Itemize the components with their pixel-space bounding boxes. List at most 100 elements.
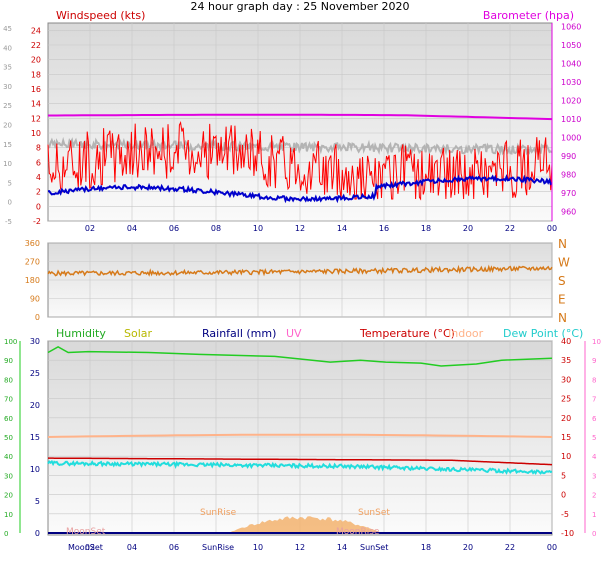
windspeed-alt-tick: 5 <box>8 179 12 187</box>
humidity-tick: 100 <box>4 338 17 346</box>
windspeed-tick: 8 <box>36 144 41 153</box>
windspeed-alt-tick: -5 <box>5 218 12 226</box>
windspeed-label: Windspeed (kts) <box>56 9 145 22</box>
barometer-tick: 1040 <box>561 60 581 69</box>
time-tick: 02 <box>85 224 95 233</box>
temperature-tick: 30 <box>561 375 571 384</box>
humidity-tick: 10 <box>4 511 13 519</box>
uv-tick: 6 <box>592 415 597 423</box>
windspeed-tick: 16 <box>31 85 41 94</box>
time-tick-bottom: 10 <box>253 543 263 552</box>
time-tick: 08 <box>211 224 221 233</box>
windspeed-tick: 10 <box>31 129 41 138</box>
rainfall-tick: 5 <box>35 497 40 506</box>
temperature-tick: 40 <box>561 337 571 346</box>
sunset-label: SunSet <box>358 508 390 518</box>
dewpoint-series <box>47 459 553 475</box>
temperature-tick: 15 <box>561 433 571 442</box>
time-tick-bottom: 20 <box>463 543 473 552</box>
compass-letter: N <box>558 311 567 325</box>
temperature-axis: -10 -5 0 5 10 15 20 25 30 35 40 <box>561 337 574 538</box>
windspeed-tick: 4 <box>36 173 41 182</box>
windspeed-tick: 14 <box>31 100 41 109</box>
time-axis-bottom: 02 04 06 10 12 14 18 20 22 00 <box>85 543 557 552</box>
temp-humidity-panel: Humidity Solar Rainfall (mm) UV Temperat… <box>4 327 601 552</box>
legend-solar: Solar <box>124 327 153 340</box>
compass-letter: E <box>558 293 566 307</box>
time-tick: 00 <box>547 224 557 233</box>
sunrise-label: SunRise <box>200 508 237 518</box>
barometer-tick: 960 <box>561 208 576 217</box>
average-wind-series <box>47 174 553 204</box>
windspeed-alt-tick: 20 <box>3 122 12 130</box>
barometer-tick: 970 <box>561 189 576 198</box>
rainfall-tick: 25 <box>30 369 40 378</box>
temperature-tick: 5 <box>561 471 566 480</box>
windspeed-alt-axis: -5 0 5 10 15 20 25 30 35 40 45 <box>3 25 12 226</box>
humidity-tick: 20 <box>4 492 13 500</box>
wind-baro-panel: Windspeed (kts) Barometer (hpa) -2 02 4 6 8 1… <box>3 9 581 233</box>
time-tick: 20 <box>463 224 473 233</box>
time-tick: 22 <box>505 224 515 233</box>
windspeed-alt-tick: 45 <box>3 25 12 33</box>
direction-tick: 180 <box>25 276 40 285</box>
compass-letter: N <box>558 237 567 251</box>
barometer-tick: 1010 <box>561 115 581 124</box>
windspeed-tick: 6 <box>36 158 41 167</box>
time-tick: 04 <box>127 224 137 233</box>
windspeed-tick: 2 <box>36 188 41 197</box>
humidity-tick: 50 <box>4 434 13 442</box>
time-tick: 16 <box>379 224 389 233</box>
temperature-tick: 20 <box>561 414 571 423</box>
windspeed-alt-tick: 30 <box>3 83 12 91</box>
direction-tick: 0 <box>35 313 40 322</box>
time-tick: 18 <box>421 224 431 233</box>
barometer-label: Barometer (hpa) <box>483 9 574 22</box>
direction-series <box>47 264 553 278</box>
humidity-axis: 0 10 20 30 40 50 60 70 80 90 100 <box>4 338 17 538</box>
direction-axis: 0 90 180 270 360 <box>25 239 40 322</box>
indoor-series <box>47 433 553 438</box>
windspeed-alt-tick: 35 <box>3 64 12 72</box>
legend-humidity: Humidity <box>56 327 106 340</box>
uv-tick: 2 <box>592 492 596 500</box>
uv-tick: 3 <box>592 472 596 480</box>
time-tick-bottom: 00 <box>547 543 557 552</box>
temperature-series <box>48 457 552 466</box>
temperature-tick: 35 <box>561 356 571 365</box>
uv-tick: 4 <box>592 453 597 461</box>
time-tick: 06 <box>169 224 179 233</box>
time-axis: 02 04 06 08 10 12 14 16 18 20 22 00 <box>85 224 557 233</box>
time-tick-bottom: 02 <box>85 543 95 552</box>
rainfall-tick: 15 <box>30 433 40 442</box>
legend-uv: UV <box>286 327 302 340</box>
moonset-axis-label: MoonSet <box>68 543 103 552</box>
time-tick-bottom: 14 <box>337 543 347 552</box>
humidity-tick: 0 <box>4 530 8 538</box>
barometer-tick: 990 <box>561 152 576 161</box>
barometer-tick: 1000 <box>561 134 581 143</box>
direction-tick: 270 <box>25 258 40 267</box>
windspeed-tick: 12 <box>31 114 41 123</box>
temperature-tick: -10 <box>561 529 574 538</box>
time-tick: 10 <box>253 224 263 233</box>
windspeed-tick: 22 <box>31 41 41 50</box>
uv-tick: 10 <box>592 338 601 346</box>
temperature-tick: 0 <box>561 491 566 500</box>
uv-tick: 9 <box>592 357 596 365</box>
rainfall-tick: 0 <box>35 529 40 538</box>
humidity-tick: 60 <box>4 415 13 423</box>
temperature-tick: 10 <box>561 452 571 461</box>
direction-tick: 90 <box>30 295 40 304</box>
uv-tick: 7 <box>592 396 596 404</box>
legend-temperature: Temperature (°C) <box>359 327 455 340</box>
humidity-tick: 30 <box>4 472 13 480</box>
barometer-tick: 1030 <box>561 78 581 87</box>
uv-tick: 1 <box>592 511 596 519</box>
temperature-tick: 25 <box>561 395 571 404</box>
time-tick-bottom: 06 <box>169 543 179 552</box>
windspeed-tick: -2 <box>33 217 41 226</box>
rainfall-axis: 0 5 10 15 20 25 30 <box>30 337 40 538</box>
